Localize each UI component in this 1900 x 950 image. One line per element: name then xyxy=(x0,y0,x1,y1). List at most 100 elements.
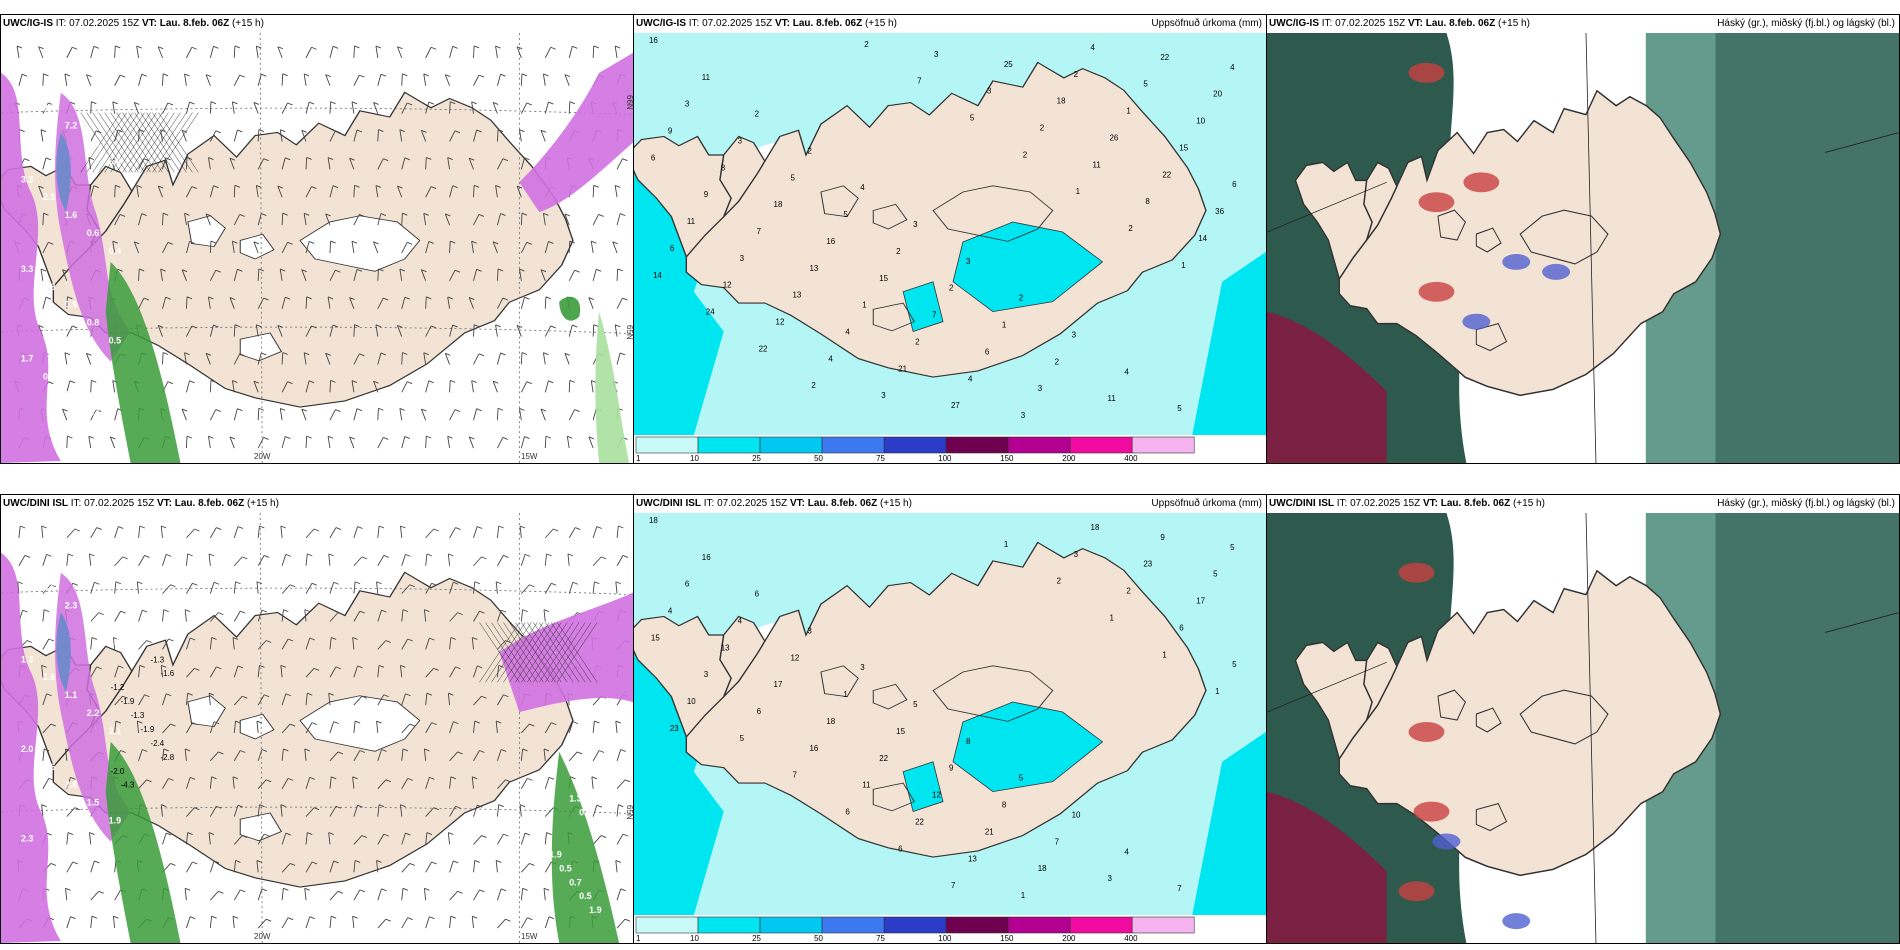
wind-barb-feather xyxy=(48,241,54,245)
wind-barb-feather xyxy=(521,352,528,355)
wind-barb xyxy=(42,554,47,566)
wind-barb xyxy=(186,668,195,678)
wind-barb xyxy=(471,637,474,650)
wind-barb xyxy=(186,861,193,873)
pressure-value: 0.6 xyxy=(87,228,99,238)
pressure-value: 2.6 xyxy=(43,103,55,113)
wind-barb-feather xyxy=(261,73,267,77)
wind-barb-feather xyxy=(64,73,71,77)
wind-barb-feather xyxy=(575,527,581,530)
wind-barb-feather xyxy=(569,379,575,383)
wind-barb xyxy=(496,804,500,817)
hatch-line xyxy=(146,112,187,173)
precip-value: 1 xyxy=(862,301,867,310)
wind-barb-feather xyxy=(457,890,463,894)
wind-barb-feather xyxy=(192,722,198,726)
precip-value: 4 xyxy=(738,616,743,625)
wind-barb xyxy=(162,638,169,650)
wind-barb-feather xyxy=(375,324,382,328)
precip-value: 1 xyxy=(1109,613,1114,622)
wind-barb-feather xyxy=(430,325,437,329)
wind-barb-feather xyxy=(333,581,339,585)
wind-barb xyxy=(449,241,451,254)
wind-barb xyxy=(473,721,476,734)
wind-barb-feather xyxy=(137,720,143,724)
wind-barb xyxy=(544,583,552,594)
wind-barb xyxy=(327,157,331,170)
wind-barb-feather xyxy=(376,720,382,724)
wind-barb xyxy=(473,324,475,337)
precip-map-area: 16 11 2 2 4 3 3 2 3 4 5 4 3 3 5 5 2 2 1 2 11 22 20 9 8 18 16 15 7 6 3 4… xyxy=(634,33,1266,435)
wind-barb xyxy=(328,693,331,706)
wind-barb xyxy=(233,835,243,845)
wind-barb xyxy=(281,436,286,449)
wind-barb-feather xyxy=(118,665,124,669)
pressure-values: 4.74.62.30.80.51.31.61.12.22.12.02.62.81… xyxy=(21,565,612,915)
wind-barb xyxy=(375,46,379,58)
iceland-landmass xyxy=(1294,89,1722,397)
wind-barb-feather xyxy=(213,185,219,189)
wind-barb-feather xyxy=(570,776,576,780)
wind-barb-feather xyxy=(242,556,248,560)
wind-barb-feather xyxy=(261,352,267,356)
wind-barb-feather xyxy=(256,860,263,863)
wind-barb-feather xyxy=(144,554,150,558)
wind-barb xyxy=(473,214,480,226)
wind-barb-feather xyxy=(285,553,291,557)
wind-barb xyxy=(18,74,23,86)
wind-barb-feather xyxy=(385,779,391,783)
wind-barb-feather xyxy=(496,720,502,724)
wind-barb xyxy=(592,269,597,281)
wind-barb xyxy=(209,916,213,929)
hofsjokull xyxy=(1475,227,1502,253)
wind-barb-feather xyxy=(620,749,626,752)
wind-barb-feather xyxy=(383,297,389,301)
wind-barb xyxy=(329,637,332,650)
wind-barb-feather xyxy=(88,435,94,439)
wind-barb-feather xyxy=(143,158,150,162)
wind-barb xyxy=(90,916,93,929)
wind-barb xyxy=(208,296,211,309)
wind-barb-feather xyxy=(455,666,461,670)
wind-barb-feather xyxy=(378,407,384,411)
wind-barb-feather xyxy=(567,553,574,557)
wind-barb xyxy=(257,749,263,761)
wind-barb xyxy=(185,101,190,114)
wind-barb-feather xyxy=(478,214,485,217)
wind-barb xyxy=(520,102,528,114)
wind-barb-feather xyxy=(309,776,315,780)
wind-barb xyxy=(305,528,315,539)
wind-barb xyxy=(351,380,355,393)
precip-value: 4 xyxy=(1091,43,1096,52)
wind-barb-feather xyxy=(94,581,100,585)
wind-barb-feather xyxy=(307,832,313,835)
precip-value: 21 xyxy=(985,827,994,836)
high-cloud-patch xyxy=(1398,562,1435,583)
wind-barb xyxy=(229,158,235,170)
vatnajokull xyxy=(299,215,421,272)
wind-barb-feather xyxy=(289,863,296,866)
wind-barb-feather xyxy=(162,73,169,77)
wind-barb-feather xyxy=(240,610,246,614)
wind-barb-feather xyxy=(471,380,477,383)
langjokull xyxy=(1437,209,1466,241)
wind-barb xyxy=(90,527,98,539)
wind-barb-feather xyxy=(240,750,246,753)
wind-barb xyxy=(66,47,73,59)
wind-barb-feather xyxy=(161,525,167,529)
panel-r2-cloud-map: UWC/DINI ISL IT: 07.02.2025 15Z VT: Lau.… xyxy=(1266,494,1900,944)
pressure-value: 0.6 xyxy=(599,835,611,845)
myrdalsjokull xyxy=(239,332,283,362)
precip-value: 5 xyxy=(1230,543,1235,552)
wind-barb xyxy=(162,778,169,789)
precip-value: 2 xyxy=(1055,357,1060,366)
wind-barb-feather xyxy=(48,638,54,642)
wind-barb xyxy=(305,436,308,449)
wind-barb-feather xyxy=(232,776,239,780)
wind-barb xyxy=(400,804,403,817)
colorbar-tick: 75 xyxy=(876,454,885,463)
lon-label-20w: 20W xyxy=(254,452,271,461)
precip-value: 11 xyxy=(687,217,696,226)
precip-value: 18 xyxy=(826,717,835,726)
wind-barb xyxy=(423,888,427,901)
